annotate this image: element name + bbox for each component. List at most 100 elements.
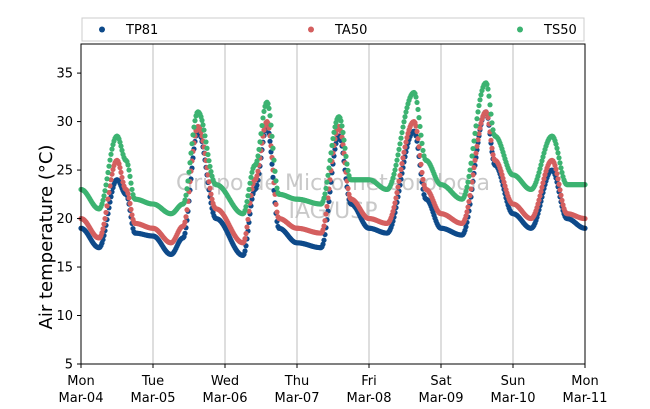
data-point: [414, 99, 420, 106]
data-point: [400, 155, 406, 161]
data-point: [108, 151, 114, 157]
data-point: [538, 189, 544, 195]
data-point: [332, 124, 338, 130]
data-point: [109, 146, 115, 152]
data-point: [126, 195, 132, 201]
data-point: [271, 157, 277, 163]
data-point: [187, 160, 193, 166]
data-point: [469, 153, 475, 159]
x-tick-label: Tue Mar-05: [131, 374, 176, 406]
data-point: [103, 209, 109, 216]
data-point: [467, 192, 473, 199]
data-point: [419, 169, 425, 176]
y-tick-label: 30: [56, 115, 73, 130]
data-point: [100, 197, 106, 203]
data-point: [476, 131, 482, 137]
data-point: [206, 179, 212, 185]
data-point: [490, 127, 496, 133]
data-point: [556, 155, 562, 161]
data-point: [484, 81, 490, 87]
data-point: [535, 201, 541, 207]
data-point: [324, 203, 330, 210]
data-point: [324, 179, 330, 185]
y-tick-label: 25: [56, 164, 73, 179]
data-point: [246, 186, 252, 193]
data-point: [325, 172, 331, 178]
data-point: [321, 223, 327, 229]
data-point: [466, 173, 472, 179]
legend: TP81 TA50 TS50: [81, 17, 585, 42]
data-point: [273, 178, 279, 184]
data-point: [554, 145, 560, 151]
legend-label: TA50: [334, 23, 367, 38]
data-point: [476, 102, 482, 109]
data-point: [102, 188, 108, 194]
x-axis: Mon Mar-04 Tue Mar-05 Wed Mar-06 Thu Mar-07 Fri M…: [59, 364, 607, 406]
legend-frame: [81, 17, 585, 42]
data-point: [106, 163, 112, 169]
data-point: [463, 224, 469, 230]
data-point: [403, 109, 409, 115]
x-tick-weekday: Mon: [67, 374, 94, 389]
data-point: [555, 176, 561, 182]
x-tick-weekday: Mon: [571, 374, 598, 389]
data-point: [320, 227, 326, 233]
data-point: [553, 141, 559, 147]
x-tick-date: Mar-05: [131, 391, 176, 406]
data-point: [254, 173, 260, 179]
x-tick-label: Wed Mar-06: [203, 374, 248, 406]
data-point: [128, 180, 134, 186]
x-tick-weekday: Wed: [211, 374, 239, 389]
data-point: [118, 143, 124, 149]
series-TA50: [78, 109, 588, 246]
data-point: [417, 123, 423, 130]
data-point: [414, 128, 420, 135]
data-point: [345, 167, 351, 174]
data-point: [344, 161, 350, 167]
data-point: [397, 172, 403, 179]
data-point: [103, 182, 109, 188]
x-tick-label: Mon Mar-04: [59, 374, 104, 406]
data-point: [418, 132, 424, 138]
data-point: [396, 178, 402, 184]
data-point: [190, 132, 196, 138]
data-point: [465, 179, 471, 185]
data-point: [485, 114, 491, 121]
data-point: [395, 184, 401, 190]
data-point: [330, 135, 336, 142]
data-point: [320, 241, 326, 247]
data-point: [183, 214, 189, 220]
data-point: [326, 165, 332, 171]
data-point: [322, 191, 328, 197]
data-point: [205, 151, 211, 158]
data-point: [208, 191, 214, 197]
data-point: [267, 138, 273, 144]
data-point: [117, 139, 123, 145]
data-point: [541, 176, 547, 182]
data-point: [399, 129, 405, 136]
data-point: [467, 167, 473, 173]
y-tick-label: 20: [56, 212, 73, 227]
data-point: [256, 146, 262, 153]
x-tick-date: Mar-10: [491, 391, 536, 406]
data-point: [473, 123, 479, 129]
data-point: [273, 201, 279, 207]
data-point: [341, 137, 347, 143]
data-point: [107, 183, 113, 189]
data-point: [272, 168, 278, 174]
data-point: [247, 180, 253, 186]
data-point: [268, 122, 274, 128]
data-point: [274, 209, 280, 215]
legend-label: TS50: [543, 23, 577, 38]
data-point: [184, 207, 190, 213]
x-tick-date: Mar-06: [203, 391, 248, 406]
data-point: [471, 138, 477, 144]
data-point: [464, 184, 470, 190]
data-point: [325, 195, 331, 201]
data-point: [391, 171, 397, 177]
data-point: [555, 150, 561, 156]
data-point: [485, 86, 491, 92]
x-tick-weekday: Fri: [361, 374, 377, 389]
data-point: [539, 158, 545, 164]
y-tick-label: 35: [56, 67, 73, 82]
